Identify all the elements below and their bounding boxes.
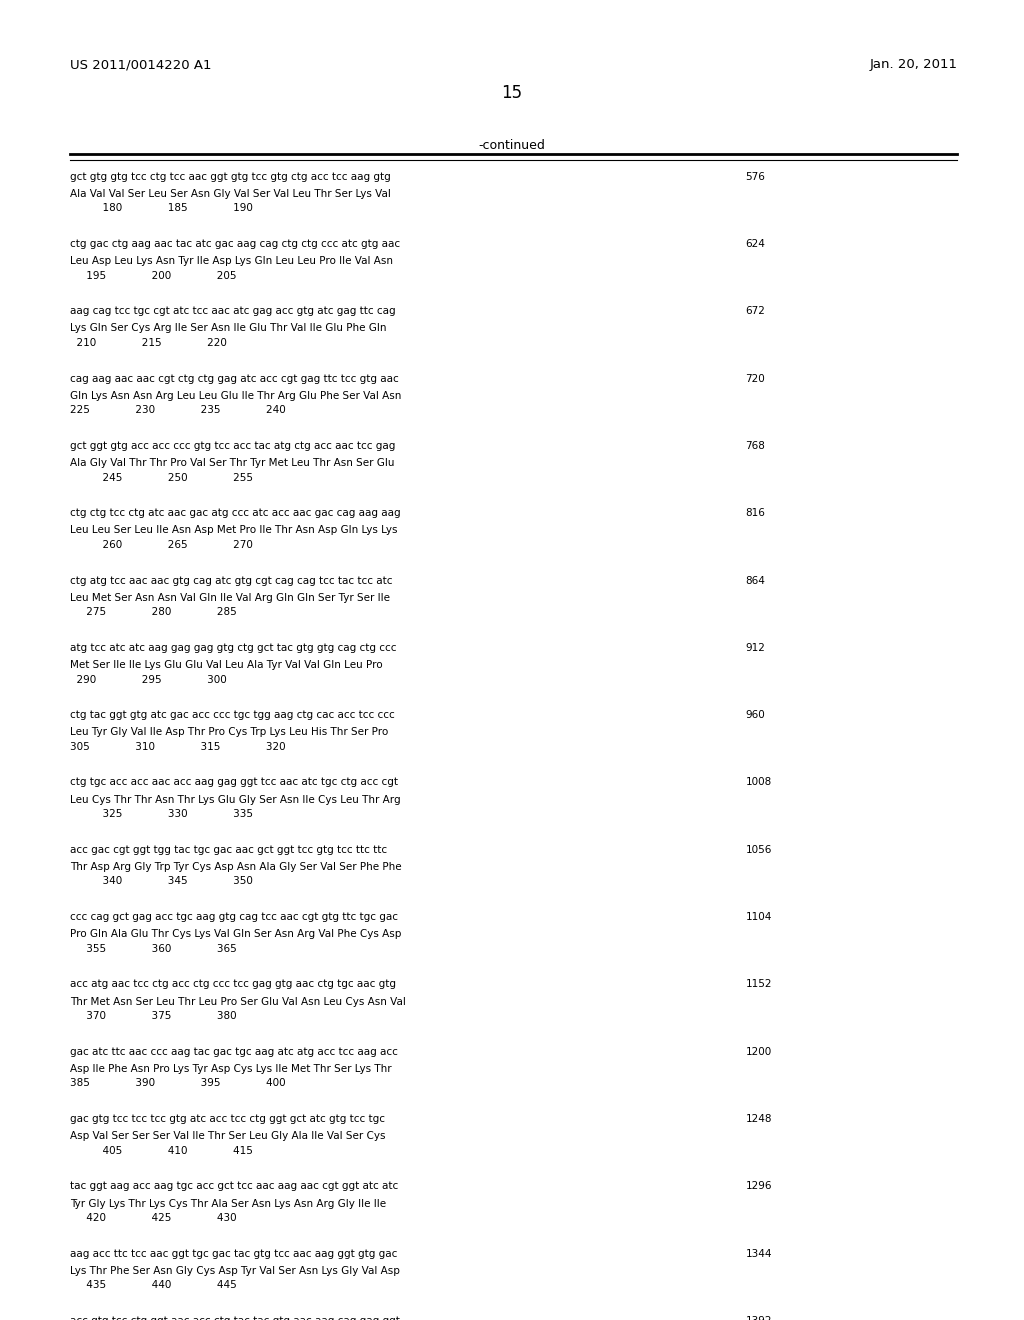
Text: ctg tac ggt gtg atc gac acc ccc tgc tgg aag ctg cac acc tcc ccc: ctg tac ggt gtg atc gac acc ccc tgc tgg … bbox=[70, 710, 394, 721]
Text: Ala Gly Val Thr Thr Pro Val Ser Thr Tyr Met Leu Thr Asn Ser Glu: Ala Gly Val Thr Thr Pro Val Ser Thr Tyr … bbox=[70, 458, 394, 469]
Text: Gln Lys Asn Asn Arg Leu Leu Glu Ile Thr Arg Glu Phe Ser Val Asn: Gln Lys Asn Asn Arg Leu Leu Glu Ile Thr … bbox=[70, 391, 401, 401]
Text: -continued: -continued bbox=[478, 139, 546, 152]
Text: 355              360              365: 355 360 365 bbox=[70, 944, 237, 954]
Text: ccc cag gct gag acc tgc aag gtg cag tcc aac cgt gtg ttc tgc gac: ccc cag gct gag acc tgc aag gtg cag tcc … bbox=[70, 912, 397, 923]
Text: Met Ser Ile Ile Lys Glu Glu Val Leu Ala Tyr Val Val Gln Leu Pro: Met Ser Ile Ile Lys Glu Glu Val Leu Ala … bbox=[70, 660, 382, 671]
Text: 305              310              315              320: 305 310 315 320 bbox=[70, 742, 286, 752]
Text: 340              345              350: 340 345 350 bbox=[70, 876, 253, 887]
Text: Lys Gln Ser Cys Arg Ile Ser Asn Ile Glu Thr Val Ile Glu Phe Gln: Lys Gln Ser Cys Arg Ile Ser Asn Ile Glu … bbox=[70, 323, 386, 334]
Text: acc gac cgt ggt tgg tac tgc gac aac gct ggt tcc gtg tcc ttc ttc: acc gac cgt ggt tgg tac tgc gac aac gct … bbox=[70, 845, 387, 855]
Text: ctg gac ctg aag aac tac atc gac aag cag ctg ctg ccc atc gtg aac: ctg gac ctg aag aac tac atc gac aag cag … bbox=[70, 239, 399, 249]
Text: 245              250              255: 245 250 255 bbox=[70, 473, 253, 483]
Text: atg tcc atc atc aag gag gag gtg ctg gct tac gtg gtg cag ctg ccc: atg tcc atc atc aag gag gag gtg ctg gct … bbox=[70, 643, 396, 653]
Text: 435              440              445: 435 440 445 bbox=[70, 1280, 237, 1291]
Text: Leu Tyr Gly Val Ile Asp Thr Pro Cys Trp Lys Leu His Thr Ser Pro: Leu Tyr Gly Val Ile Asp Thr Pro Cys Trp … bbox=[70, 727, 388, 738]
Text: 1104: 1104 bbox=[745, 912, 772, 923]
Text: 576: 576 bbox=[745, 172, 765, 182]
Text: 195              200              205: 195 200 205 bbox=[70, 271, 237, 281]
Text: 210              215              220: 210 215 220 bbox=[70, 338, 226, 348]
Text: 768: 768 bbox=[745, 441, 765, 451]
Text: 385              390              395              400: 385 390 395 400 bbox=[70, 1078, 286, 1089]
Text: 420              425              430: 420 425 430 bbox=[70, 1213, 237, 1224]
Text: 275              280              285: 275 280 285 bbox=[70, 607, 237, 618]
Text: 720: 720 bbox=[745, 374, 765, 384]
Text: 624: 624 bbox=[745, 239, 765, 249]
Text: 225              230              235              240: 225 230 235 240 bbox=[70, 405, 286, 416]
Text: aag cag tcc tgc cgt atc tcc aac atc gag acc gtg atc gag ttc cag: aag cag tcc tgc cgt atc tcc aac atc gag … bbox=[70, 306, 395, 317]
Text: Leu Cys Thr Thr Asn Thr Lys Glu Gly Ser Asn Ile Cys Leu Thr Arg: Leu Cys Thr Thr Asn Thr Lys Glu Gly Ser … bbox=[70, 795, 400, 805]
Text: US 2011/0014220 A1: US 2011/0014220 A1 bbox=[70, 58, 211, 71]
Text: 290              295              300: 290 295 300 bbox=[70, 675, 226, 685]
Text: 370              375              380: 370 375 380 bbox=[70, 1011, 237, 1022]
Text: 1152: 1152 bbox=[745, 979, 772, 990]
Text: 912: 912 bbox=[745, 643, 765, 653]
Text: 1008: 1008 bbox=[745, 777, 772, 788]
Text: 1296: 1296 bbox=[745, 1181, 772, 1192]
Text: Lys Thr Phe Ser Asn Gly Cys Asp Tyr Val Ser Asn Lys Gly Val Asp: Lys Thr Phe Ser Asn Gly Cys Asp Tyr Val … bbox=[70, 1266, 399, 1276]
Text: gct ggt gtg acc acc ccc gtg tcc acc tac atg ctg acc aac tcc gag: gct ggt gtg acc acc ccc gtg tcc acc tac … bbox=[70, 441, 395, 451]
Text: Asp Ile Phe Asn Pro Lys Tyr Asp Cys Lys Ile Met Thr Ser Lys Thr: Asp Ile Phe Asn Pro Lys Tyr Asp Cys Lys … bbox=[70, 1064, 391, 1074]
Text: ctg tgc acc acc aac acc aag gag ggt tcc aac atc tgc ctg acc cgt: ctg tgc acc acc aac acc aag gag ggt tcc … bbox=[70, 777, 397, 788]
Text: Leu Asp Leu Lys Asn Tyr Ile Asp Lys Gln Leu Leu Pro Ile Val Asn: Leu Asp Leu Lys Asn Tyr Ile Asp Lys Gln … bbox=[70, 256, 392, 267]
Text: 1344: 1344 bbox=[745, 1249, 772, 1259]
Text: 260              265              270: 260 265 270 bbox=[70, 540, 253, 550]
Text: 1248: 1248 bbox=[745, 1114, 772, 1125]
Text: Ala Val Val Ser Leu Ser Asn Gly Val Ser Val Leu Thr Ser Lys Val: Ala Val Val Ser Leu Ser Asn Gly Val Ser … bbox=[70, 189, 390, 199]
Text: ctg ctg tcc ctg atc aac gac atg ccc atc acc aac gac cag aag aag: ctg ctg tcc ctg atc aac gac atg ccc atc … bbox=[70, 508, 400, 519]
Text: gct gtg gtg tcc ctg tcc aac ggt gtg tcc gtg ctg acc tcc aag gtg: gct gtg gtg tcc ctg tcc aac ggt gtg tcc … bbox=[70, 172, 390, 182]
Text: 325              330              335: 325 330 335 bbox=[70, 809, 253, 820]
Text: acc gtg tcc ctg ggt aac acc ctg tac tac gtg aac aag cag gag ggt: acc gtg tcc ctg ggt aac acc ctg tac tac … bbox=[70, 1316, 399, 1320]
Text: 672: 672 bbox=[745, 306, 765, 317]
Text: 960: 960 bbox=[745, 710, 765, 721]
Text: aag acc ttc tcc aac ggt tgc gac tac gtg tcc aac aag ggt gtg gac: aag acc ttc tcc aac ggt tgc gac tac gtg … bbox=[70, 1249, 397, 1259]
Text: tac ggt aag acc aag tgc acc gct tcc aac aag aac cgt ggt atc atc: tac ggt aag acc aag tgc acc gct tcc aac … bbox=[70, 1181, 398, 1192]
Text: Leu Met Ser Asn Asn Val Gln Ile Val Arg Gln Gln Ser Tyr Ser Ile: Leu Met Ser Asn Asn Val Gln Ile Val Arg … bbox=[70, 593, 389, 603]
Text: Jan. 20, 2011: Jan. 20, 2011 bbox=[869, 58, 957, 71]
Text: gac atc ttc aac ccc aag tac gac tgc aag atc atg acc tcc aag acc: gac atc ttc aac ccc aag tac gac tgc aag … bbox=[70, 1047, 397, 1057]
Text: 1056: 1056 bbox=[745, 845, 772, 855]
Text: 864: 864 bbox=[745, 576, 765, 586]
Text: cag aag aac aac cgt ctg ctg gag atc acc cgt gag ttc tcc gtg aac: cag aag aac aac cgt ctg ctg gag atc acc … bbox=[70, 374, 398, 384]
Text: 816: 816 bbox=[745, 508, 765, 519]
Text: gac gtg tcc tcc tcc gtg atc acc tcc ctg ggt gct atc gtg tcc tgc: gac gtg tcc tcc tcc gtg atc acc tcc ctg … bbox=[70, 1114, 385, 1125]
Text: 1392: 1392 bbox=[745, 1316, 772, 1320]
Text: 180              185              190: 180 185 190 bbox=[70, 203, 253, 214]
Text: Asp Val Ser Ser Ser Val Ile Thr Ser Leu Gly Ala Ile Val Ser Cys: Asp Val Ser Ser Ser Val Ile Thr Ser Leu … bbox=[70, 1131, 385, 1142]
Text: Tyr Gly Lys Thr Lys Cys Thr Ala Ser Asn Lys Asn Arg Gly Ile Ile: Tyr Gly Lys Thr Lys Cys Thr Ala Ser Asn … bbox=[70, 1199, 386, 1209]
Text: ctg atg tcc aac aac gtg cag atc gtg cgt cag cag tcc tac tcc atc: ctg atg tcc aac aac gtg cag atc gtg cgt … bbox=[70, 576, 392, 586]
Text: 405              410              415: 405 410 415 bbox=[70, 1146, 253, 1156]
Text: 1200: 1200 bbox=[745, 1047, 772, 1057]
Text: Pro Gln Ala Glu Thr Cys Lys Val Gln Ser Asn Arg Val Phe Cys Asp: Pro Gln Ala Glu Thr Cys Lys Val Gln Ser … bbox=[70, 929, 401, 940]
Text: acc atg aac tcc ctg acc ctg ccc tcc gag gtg aac ctg tgc aac gtg: acc atg aac tcc ctg acc ctg ccc tcc gag … bbox=[70, 979, 395, 990]
Text: 15: 15 bbox=[502, 84, 522, 103]
Text: Leu Leu Ser Leu Ile Asn Asp Met Pro Ile Thr Asn Asp Gln Lys Lys: Leu Leu Ser Leu Ile Asn Asp Met Pro Ile … bbox=[70, 525, 397, 536]
Text: Thr Met Asn Ser Leu Thr Leu Pro Ser Glu Val Asn Leu Cys Asn Val: Thr Met Asn Ser Leu Thr Leu Pro Ser Glu … bbox=[70, 997, 406, 1007]
Text: Thr Asp Arg Gly Trp Tyr Cys Asp Asn Ala Gly Ser Val Ser Phe Phe: Thr Asp Arg Gly Trp Tyr Cys Asp Asn Ala … bbox=[70, 862, 401, 873]
